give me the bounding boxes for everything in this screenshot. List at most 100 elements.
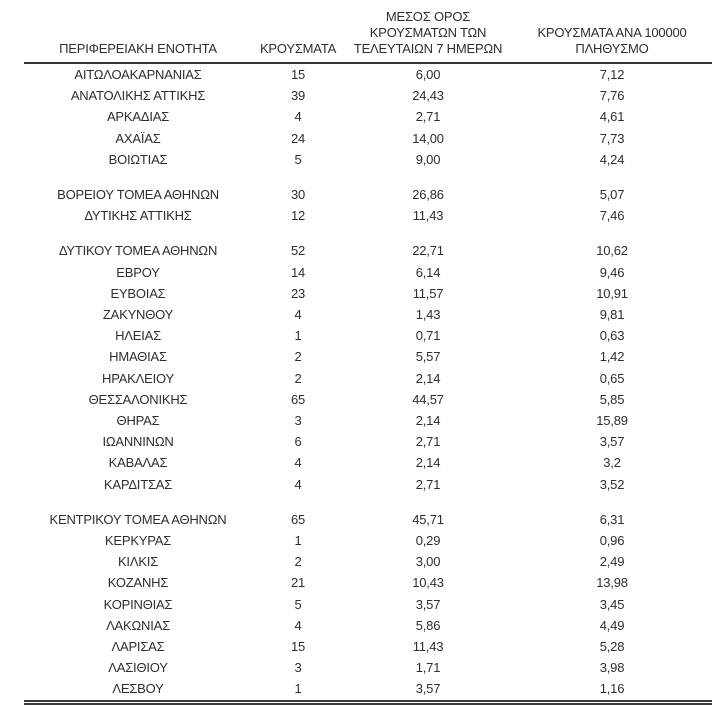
per100k-cell: 10,62 [596,243,628,259]
spacer-cell [24,495,712,509]
region-cell: ΚΕΝΤΡΙΚΟΥ ΤΟΜΕΑ ΑΘΗΝΩΝ [49,511,227,527]
per100k-cell: 0,96 [599,533,625,549]
table-row: ΚΑΡΔΙΤΣΑΣ 4 2,71 3,52 [24,474,712,495]
cases-cell: 39 [290,88,306,104]
avg7-cell: 10,43 [412,575,444,591]
avg7-cell: 3,00 [415,554,441,570]
table-row: ΔΥΤΙΚΟΥ ΤΟΜΕΑ ΑΘΗΝΩΝ 52 22,71 10,62 [24,240,712,261]
group-spacer-row [24,170,712,184]
region-cell: ΚΑΡΔΙΤΣΑΣ [103,476,173,492]
region-cell: ΑΧΑΪΑΣ [115,130,161,146]
column-header-region: ΠΕΡΙΦΕΡΕΙΑΚΗ ΕΝΟΤΗΤΑ [24,0,252,64]
per100k-cell: 9,46 [599,264,625,280]
table-row: ΚΙΛΚΙΣ 2 3,00 2,49 [24,551,712,572]
per100k-cell: 2,49 [599,554,625,570]
per100k-cell: 7,46 [599,208,625,224]
cases-cell: 15 [290,639,306,655]
avg7-cell: 1,71 [415,660,441,676]
region-cell: ΚΕΡΚΥΡΑΣ [104,533,172,549]
table-row: ΒΟΙΩΤΙΑΣ 5 9,00 4,24 [24,149,712,170]
cases-cell: 52 [290,243,306,259]
avg7-cell: 6,00 [415,67,441,82]
cases-cell: 3 [294,660,302,676]
avg7-cell: 0,71 [415,328,441,344]
cases-cell: 3 [294,413,302,429]
per100k-cell: 9,81 [599,307,625,323]
region-cell: ΚΟΖΑΝΗΣ [107,575,169,591]
avg7-cell: 0,29 [415,533,441,549]
table-row: ΚΑΒΑΛΑΣ 4 2,14 3,2 [24,452,712,473]
avg7-cell: 5,86 [415,617,441,633]
cases-cell: 12 [290,208,306,224]
avg7-cell: 45,71 [412,511,444,527]
avg7-cell: 3,57 [415,681,441,697]
table-row: ΛΑΡΙΣΑΣ 15 11,43 5,28 [24,636,712,657]
avg7-cell: 2,71 [415,109,441,125]
region-cell: ΕΥΒΟΙΑΣ [110,285,166,301]
avg7-cell: 22,71 [412,243,444,259]
table-row: ΔΥΤΙΚΗΣ ΑΤΤΙΚΗΣ 12 11,43 7,46 [24,205,712,226]
cases-cell: 5 [294,596,302,612]
column-header-per100k: ΚΡΟΥΣΜΑΤΑ ΑΝΑ 100000 ΠΛΗΘΥΣΜΟ [512,0,712,64]
avg7-cell: 14,00 [412,130,444,146]
header-row: ΠΕΡΙΦΕΡΕΙΑΚΗ ΕΝΟΤΗΤΑ ΚΡΟΥΣΜΑΤΑ ΜΕΣΟΣ ΟΡΟ… [24,0,712,64]
table-row: ΖΑΚΥΝΘΟΥ 4 1,43 9,81 [24,304,712,325]
avg7-cell: 11,43 [412,208,444,224]
avg7-cell: 24,43 [412,88,444,104]
region-cell: ΘΕΣΣΑΛΟΝΙΚΗΣ [88,391,188,407]
table-row: ΑΝΑΤΟΛΙΚΗΣ ΑΤΤΙΚΗΣ 39 24,43 7,76 [24,85,712,106]
cases-cell: 4 [294,617,302,633]
cases-cell: 24 [290,130,306,146]
per100k-cell: 15,89 [596,413,628,429]
per100k-cell: 4,49 [599,617,625,633]
cases-cell: 5 [294,151,302,167]
table-row: ΕΥΒΟΙΑΣ 23 11,57 10,91 [24,283,712,304]
spacer-cell [24,170,712,184]
region-cell: ΗΛΕΙΑΣ [115,328,161,344]
cases-cell: 65 [290,391,306,407]
column-header-avg7: ΜΕΣΟΣ ΟΡΟΣ ΚΡΟΥΣΜΑΤΩΝ ΤΩΝ ΤΕΛΕΥΤΑΙΩΝ 7 Η… [344,0,512,64]
group-spacer-row [24,495,712,509]
per100k-cell: 3,52 [599,476,625,492]
table-row: ΕΒΡΟΥ 14 6,14 9,46 [24,262,712,283]
avg7-cell: 11,43 [412,639,444,655]
per100k-cell: 13,98 [596,575,628,591]
avg7-cell: 2,14 [415,370,441,386]
table-row: ΒΟΡΕΙΟΥ ΤΟΜΕΑ ΑΘΗΝΩΝ 30 26,86 5,07 [24,184,712,205]
column-header-cases: ΚΡΟΥΣΜΑΤΑ [252,0,344,64]
table-row: ΛΕΣΒΟΥ 1 3,57 1,16 [24,678,712,702]
region-cell: ΕΒΡΟΥ [116,264,160,280]
table-row: ΘΕΣΣΑΛΟΝΙΚΗΣ 65 44,57 5,85 [24,389,712,410]
avg7-cell: 2,14 [415,413,441,429]
per100k-cell: 5,28 [599,639,625,655]
table-row: ΑΧΑΪΑΣ 24 14,00 7,73 [24,128,712,149]
region-cell: ΗΡΑΚΛΕΙΟΥ [102,370,174,386]
avg7-cell: 2,14 [415,455,441,471]
region-cell: ΒΟΡΕΙΟΥ ΤΟΜΕΑ ΑΘΗΝΩΝ [57,187,219,203]
per100k-cell: 4,24 [599,151,625,167]
cases-by-regional-unit-table: ΠΕΡΙΦΕΡΕΙΑΚΗ ΕΝΟΤΗΤΑ ΚΡΟΥΣΜΑΤΑ ΜΕΣΟΣ ΟΡΟ… [24,0,712,705]
avg7-cell: 2,71 [415,476,441,492]
table-row: ΛΑΚΩΝΙΑΣ 4 5,86 4,49 [24,615,712,636]
per100k-cell: 7,73 [599,130,625,146]
cases-cell: 15 [290,67,306,82]
region-cell: ΔΥΤΙΚΟΥ ΤΟΜΕΑ ΑΘΗΝΩΝ [58,243,218,259]
table-row: ΚΟΖΑΝΗΣ 21 10,43 13,98 [24,572,712,593]
region-cell: ΛΑΚΩΝΙΑΣ [106,617,170,633]
cases-cell: 14 [290,264,306,280]
table-row: ΑΡΚΑΔΙΑΣ 4 2,71 4,61 [24,106,712,127]
avg7-cell: 1,43 [415,307,441,323]
region-cell: ΑΡΚΑΔΙΑΣ [106,109,170,125]
region-cell: ΖΑΚΥΝΘΟΥ [102,307,174,323]
per100k-cell: 3,45 [599,596,625,612]
per100k-cell: 7,12 [599,67,625,82]
avg7-cell: 5,57 [415,349,441,365]
cases-cell: 21 [290,575,306,591]
region-cell: ΗΜΑΘΙΑΣ [109,349,167,365]
cases-cell: 1 [294,533,302,549]
cases-cell: 2 [294,370,302,386]
region-cell: ΑΙΤΩΛΟΑΚΑΡΝΑΝΙΑΣ [74,67,202,82]
cases-cell: 2 [294,349,302,365]
table-row: ΗΜΑΘΙΑΣ 2 5,57 1,42 [24,346,712,367]
